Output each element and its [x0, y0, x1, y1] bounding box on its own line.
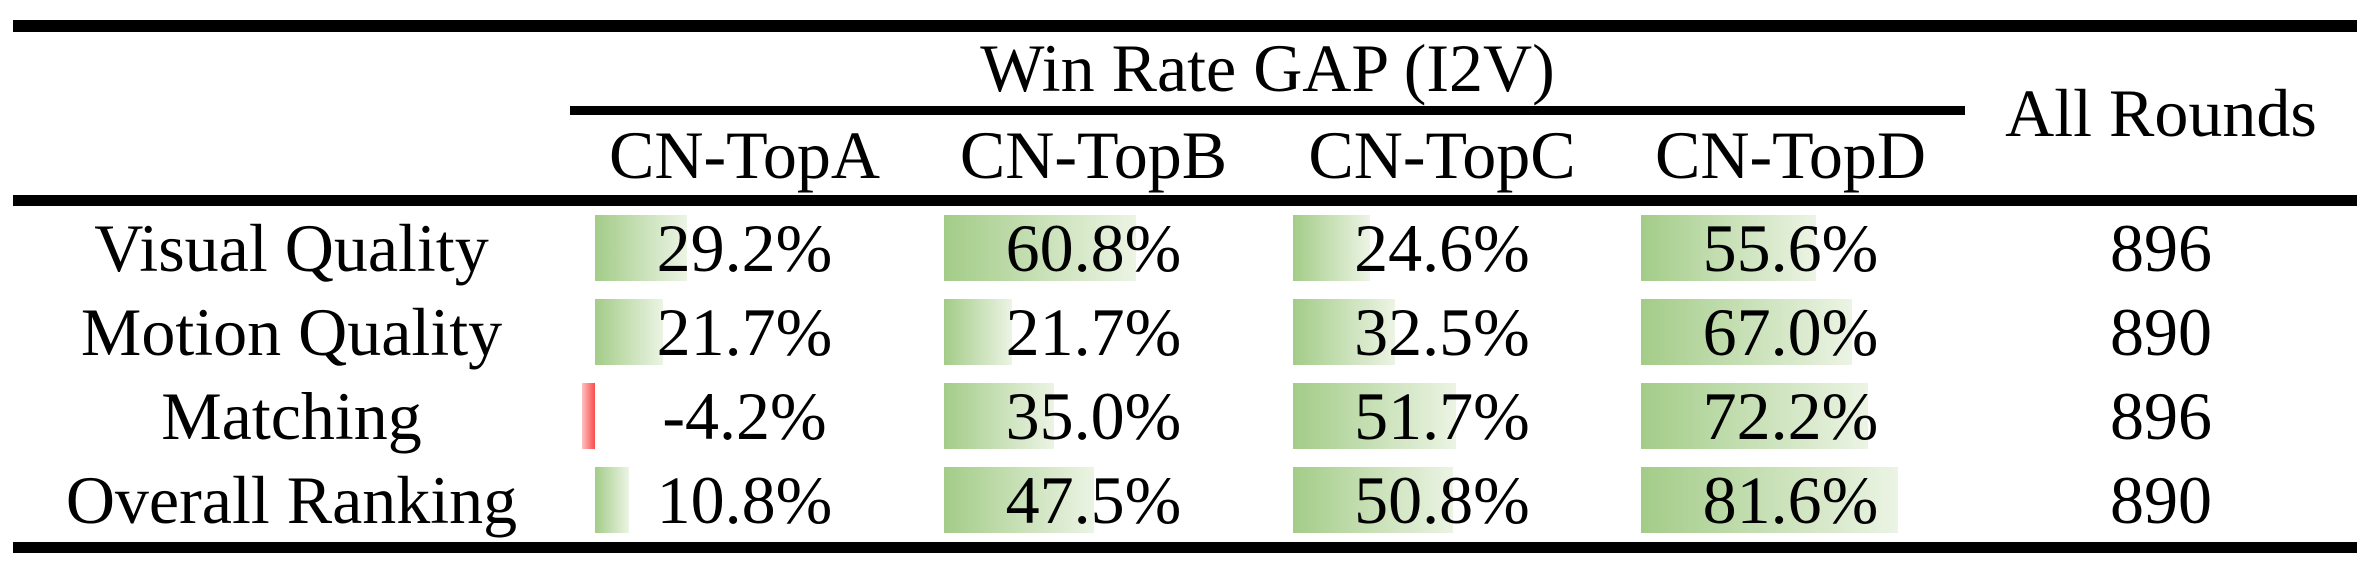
win-rate-value: 47.5%: [1005, 462, 1182, 538]
header-separator-rule: [13, 195, 2357, 206]
win-rate-bar: [944, 215, 1136, 281]
table-top-rule: [13, 20, 2357, 32]
table-bottom-rule: [13, 542, 2357, 553]
win-rate-cell: 67.0%: [1616, 290, 1965, 374]
win-rate-cell: 50.8%: [1268, 458, 1616, 542]
win-rate-cell: 32.5%: [1268, 290, 1616, 374]
win-rate-cell: 24.6%: [1268, 206, 1616, 290]
row-label: Matching: [161, 378, 422, 454]
column-header-cn-topa: CN-TopA: [608, 117, 880, 193]
win-rate-bar: [1641, 299, 1853, 365]
group-header-rule: [570, 106, 1965, 115]
win-rate-cell: 21.7%: [919, 290, 1268, 374]
win-rate-value: 72.2%: [1702, 378, 1879, 454]
win-rate-value: 67.0%: [1702, 294, 1879, 370]
win-rate-value: 51.7%: [1354, 378, 1530, 454]
win-rate-value: 24.6%: [1354, 210, 1530, 286]
win-rate-value: -4.2%: [662, 378, 827, 454]
row-label: Overall Ranking: [65, 462, 518, 538]
win-rate-value: 21.7%: [656, 294, 833, 370]
win-rate-bar: [1641, 383, 1869, 449]
win-rate-cell: 81.6%: [1616, 458, 1965, 542]
win-rate-cell: 72.2%: [1616, 374, 1965, 458]
win-rate-bar: [944, 383, 1055, 449]
win-rate-value: 29.2%: [656, 210, 833, 286]
win-rate-value: 21.7%: [1005, 294, 1182, 370]
win-rate-bar: [1293, 215, 1371, 281]
win-rate-cell: 10.8%: [570, 458, 919, 542]
row-label: Visual Quality: [94, 210, 489, 286]
win-rate-value: 81.6%: [1702, 462, 1879, 538]
win-rate-bar: [944, 467, 1094, 533]
win-rate-value: 50.8%: [1354, 462, 1530, 538]
win-rate-bar: [1293, 299, 1396, 365]
all-rounds-value: 890: [2110, 462, 2212, 538]
win-rate-cell: 47.5%: [919, 458, 1268, 542]
column-header-cn-topc: CN-TopC: [1308, 117, 1576, 193]
column-header-cn-topd: CN-TopD: [1654, 117, 1926, 193]
win-rate-bar: [595, 299, 664, 365]
win-rate-value: 10.8%: [656, 462, 833, 538]
win-rate-bar: [1641, 467, 1899, 533]
win-rate-cell: 51.7%: [1268, 374, 1616, 458]
win-rate-value: 60.8%: [1005, 210, 1182, 286]
win-rate-cell: 35.0%: [919, 374, 1268, 458]
table-title: Win Rate GAP (I2V): [980, 30, 1555, 106]
win-rate-cell: -4.2%: [570, 374, 919, 458]
win-rate-cell: 21.7%: [570, 290, 919, 374]
row-label: Motion Quality: [80, 294, 503, 370]
all-rounds-value: 890: [2110, 294, 2212, 370]
win-rate-bar: [944, 299, 1013, 365]
win-rate-value: 32.5%: [1354, 294, 1530, 370]
win-rate-value: 35.0%: [1005, 378, 1182, 454]
win-rate-value: 55.6%: [1702, 210, 1879, 286]
all-rounds-value: 896: [2110, 210, 2212, 286]
win-rate-bar: [595, 215, 687, 281]
win-rate-bar: [595, 467, 630, 533]
win-rate-bar: [1641, 215, 1817, 281]
win-rate-bar: [1293, 383, 1456, 449]
win-rate-cell: 55.6%: [1616, 206, 1965, 290]
win-rate-cell: 60.8%: [919, 206, 1268, 290]
win-rate-bar: [581, 383, 595, 449]
all-rounds-header: All Rounds: [2005, 75, 2317, 151]
all-rounds-value: 896: [2110, 378, 2212, 454]
win-rate-bar: [1293, 467, 1454, 533]
win-rate-cell: 29.2%: [570, 206, 919, 290]
column-header-cn-topb: CN-TopB: [959, 117, 1228, 193]
